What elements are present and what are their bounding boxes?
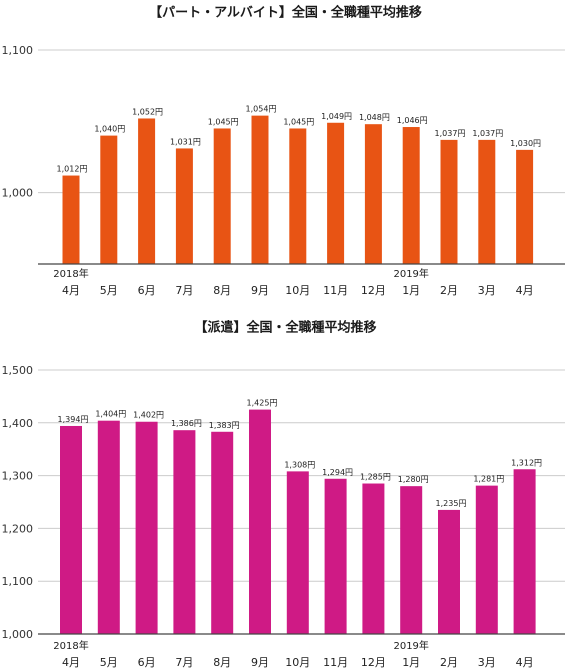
chart-2-y-tick-label: 1,400 [2,417,34,430]
chart-1-data-label: 1,046円 [397,116,428,125]
chart-1-data-label: 1,045円 [283,117,314,126]
chart-1-x-tick-label: 2月 [440,284,458,297]
chart-2-bar [513,469,536,634]
chart-1-bar [62,175,80,264]
chart-1-data-label: 1,040円 [94,125,125,134]
chart-1-x-tick-label: 3月 [478,284,496,297]
chart-1-x-tick-label: 6月 [138,284,156,297]
chart-1-bar [440,139,458,264]
chart-1-title: 【パート・アルバイト】全国・全職種平均推移 [149,5,422,21]
chart-2-data-label: 1,294円 [322,468,353,477]
chart-2-bar [362,483,385,634]
chart-2-x-tick-label: 12月 [361,656,386,669]
chart-2-data-label: 1,312円 [511,458,542,467]
chart-1-data-label: 1,037円 [472,129,503,138]
chart-1-data-label: 1,012円 [57,165,88,174]
chart-2-y-tick-label: 1,200 [2,522,34,535]
chart-2-bar [324,478,347,634]
chart-1-data-label: 1,030円 [510,139,541,148]
chart-2-title: 【派遣】全国・全職種平均推移 [194,320,376,336]
chart-1-bar [289,128,307,264]
chart-1-bar [100,135,118,264]
chart-2-data-label: 1,280円 [398,475,429,484]
chart-1-x-tick-label: 12月 [361,284,386,297]
chart-1-y-tick-label: 1,000 [2,187,34,200]
chart-2-x-tick-label: 4月 [62,656,80,669]
chart-2-y-tick-label: 1,500 [2,364,34,377]
chart-2-y-tick-label: 1,100 [2,575,34,588]
chart-1-bar [516,149,534,264]
chart-2-data-label: 1,281円 [473,475,504,484]
chart-2-x-tick-label: 5月 [100,656,118,669]
chart-2-x-tick-label: 9月 [251,656,269,669]
chart-2-x-tick-label: 6月 [138,656,156,669]
chart-1-bar [213,128,231,264]
chart-2-data-label: 1,235円 [436,499,467,508]
chart-2-bar [286,471,309,634]
chart-1-year-label: 2019年 [393,267,428,280]
chart-2-bar [249,409,271,634]
chart-2-x-tick-label: 3月 [478,656,496,669]
chart-2-bar [400,486,423,634]
chart-1-x-tick-label: 4月 [62,284,80,297]
chart-1-bar [327,122,345,264]
chart-2-bar [97,420,120,634]
chart-2-x-tick-label: 10月 [285,656,310,669]
chart-2-year-label: 2019年 [393,639,428,652]
chart-1-x-tick-label: 10月 [285,284,310,297]
chart-2-bar [173,430,196,634]
chart-2-bar [211,431,234,634]
chart-1-x-tick-label: 7月 [175,284,193,297]
chart-1-x-tick-label: 1月 [402,284,420,297]
chart-2-data-label: 1,285円 [360,473,391,482]
chart-2-y-tick-label: 1,300 [2,470,34,483]
chart-2-bar [60,425,82,634]
chart-1-x-tick-label: 9月 [251,284,269,297]
chart-2-x-tick-label: 4月 [516,656,534,669]
chart-2-y-tick-label: 1,000 [2,628,34,641]
chart-2-x-tick-label: 8月 [213,656,231,669]
chart-1-year-label: 2018年 [53,267,88,280]
chart-2-x-tick-label: 11月 [323,656,348,669]
chart-1-bar [138,118,156,264]
chart-1-x-tick-label: 11月 [323,284,348,297]
chart-1-x-tick-label: 4月 [516,284,534,297]
chart-2-x-tick-label: 7月 [175,656,193,669]
chart-2-data-label: 1,386円 [171,419,202,428]
chart-2-data-label: 1,404円 [95,410,126,419]
chart-1-bar [402,127,420,264]
chart-1-bar [478,139,496,264]
chart-1-x-tick-label: 5月 [100,284,118,297]
chart-1-x-tick-label: 8月 [213,284,231,297]
chart-1-bar [364,124,382,264]
chart-2-data-label: 1,394円 [58,415,89,424]
chart-1-data-label: 1,048円 [359,113,390,122]
chart-2-data-label: 1,425円 [247,399,278,408]
chart-2-x-tick-label: 1月 [402,656,420,669]
chart-1-data-label: 1,037円 [435,129,466,138]
chart-2-data-label: 1,402円 [133,411,164,420]
chart-2-year-label: 2018年 [53,639,88,652]
chart-1-data-label: 1,049円 [321,112,352,121]
chart-2-data-label: 1,383円 [209,421,240,430]
chart-1-data-label: 1,031円 [170,137,201,146]
chart-2-bar [135,421,158,634]
chart-2-data-label: 1,308円 [284,460,315,469]
chart-1-data-label: 1,052円 [132,107,163,116]
chart-2-bar [438,509,460,634]
chart-1-y-tick-label: 1,100 [2,44,34,57]
chart-1-data-label: 1,054円 [246,105,277,114]
chart-1-bar [175,148,193,264]
chart-1-bar [251,115,269,264]
chart-2-bar [475,485,498,634]
chart-2-x-tick-label: 2月 [440,656,458,669]
chart-1-data-label: 1,045円 [208,117,239,126]
